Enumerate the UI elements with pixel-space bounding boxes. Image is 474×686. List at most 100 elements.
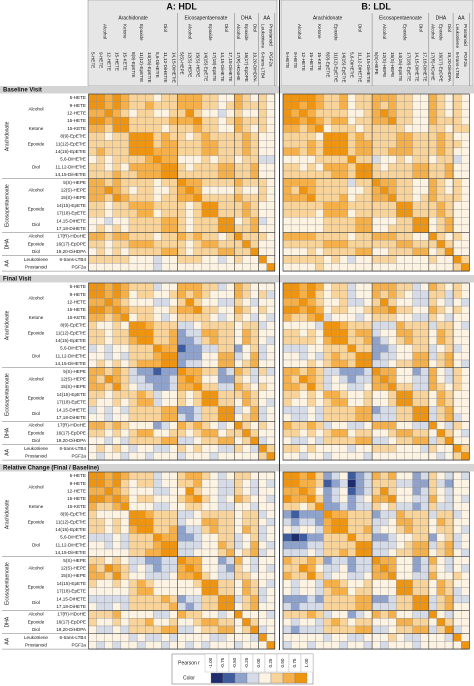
heatmap-cell (209, 282, 219, 291)
heatmap-cell (266, 109, 275, 118)
heatmap-cell (339, 625, 348, 634)
heatmap-cell (420, 201, 429, 210)
heatmap-cell (104, 178, 113, 187)
heatmap-cell (234, 625, 243, 634)
heatmap-cell (201, 479, 211, 488)
heatmap-cell (420, 541, 429, 550)
heatmap-cell (226, 209, 235, 218)
heatmap-cell (242, 564, 251, 573)
heatmap-cell (355, 344, 365, 353)
heatmap-cell (258, 398, 267, 407)
heatmap-cell (169, 641, 178, 650)
heatmap-cell (412, 186, 421, 195)
heatmap-cell (226, 564, 235, 573)
heatmap-cell (339, 344, 348, 353)
heatmap-cell (355, 502, 365, 511)
heatmap-cell (290, 375, 300, 384)
heatmap-cell (412, 525, 421, 534)
row-label: 16(17)-EpDPE (56, 619, 86, 624)
heatmap-cell (96, 382, 105, 391)
heatmap-cell (388, 618, 397, 627)
heatmap-cell (201, 471, 211, 480)
heatmap-cell (112, 232, 122, 241)
heatmap-cell (323, 217, 332, 226)
heatmap-cell (88, 625, 97, 634)
heatmap-cell (153, 375, 162, 384)
heatmap-cell (112, 579, 122, 588)
legend-title: Pearson r (178, 660, 200, 666)
heatmap-cell (461, 336, 470, 345)
heatmap-cell (355, 140, 365, 149)
heatmap-cell (331, 641, 340, 650)
heatmap-cell (88, 587, 97, 596)
heatmap-cell (436, 579, 446, 588)
heatmap-cell (201, 224, 211, 233)
heatmap-cell (242, 124, 251, 133)
heatmap-cell (136, 633, 146, 642)
heatmap-cell (96, 336, 105, 345)
heatmap-cell (153, 93, 162, 102)
heatmap-cell (339, 494, 348, 503)
legend-swatch (222, 672, 236, 684)
heatmap-cell (250, 329, 259, 338)
heatmap-cell (282, 282, 292, 291)
heatmap-cell (145, 124, 154, 133)
heatmap-cell (299, 193, 308, 202)
heatmap-cell (217, 352, 227, 361)
heatmap-cell (161, 406, 170, 415)
row-subgroup-label: Leukotriene (24, 446, 48, 451)
heatmap-cell (145, 290, 154, 299)
heatmap-cell (185, 201, 194, 210)
row-label: 12(S)-HEPE (61, 565, 86, 570)
heatmap-cell (250, 518, 259, 527)
heatmap-cell (371, 556, 381, 565)
heatmap-cell (420, 390, 429, 399)
heatmap-cell (388, 232, 397, 241)
heatmap-cell (452, 329, 462, 338)
heatmap-cell (145, 421, 154, 430)
heatmap-cell (339, 564, 348, 573)
heatmap-cell (104, 186, 113, 195)
heatmap-cell (266, 116, 275, 125)
heatmap-cell (452, 398, 462, 407)
heatmap-cell (396, 494, 405, 503)
row-subgroup-label: Alcohol (28, 296, 43, 301)
row-subgroup-label: Alcohol (28, 423, 43, 428)
heatmap-cell (412, 548, 421, 557)
heatmap-cell (315, 209, 324, 218)
heatmap-cell (169, 548, 178, 557)
heatmap-cell (428, 209, 438, 218)
heatmap-cell (242, 132, 251, 141)
heatmap-cell (299, 571, 308, 580)
heatmap-cell (420, 556, 429, 565)
heatmap-cell (436, 336, 446, 345)
heatmap-cell (444, 329, 454, 338)
heatmap-cell (177, 471, 186, 480)
heatmap-cell (339, 541, 348, 550)
heatmap-cell (161, 232, 170, 241)
heatmap-cell (226, 155, 235, 164)
heatmap-cell (404, 186, 413, 195)
column-subgroup-label: Alcohol (297, 24, 302, 39)
heatmap-cell (363, 170, 373, 179)
heatmap-cell (153, 610, 162, 619)
heatmap-cell (234, 247, 243, 256)
heatmap-cell (120, 548, 130, 557)
heatmap-cell (153, 390, 162, 399)
heatmap-cell (323, 533, 332, 542)
heatmap-cell (96, 579, 105, 588)
heatmap-cell (193, 556, 203, 565)
heatmap-cell (217, 633, 227, 642)
heatmap-cell (339, 263, 348, 272)
heatmap-cell (112, 132, 122, 141)
heatmap-cell (331, 510, 340, 519)
heatmap-cell (404, 313, 413, 322)
heatmap-cell (339, 436, 348, 445)
heatmap-cell (209, 487, 219, 496)
heatmap-cell (396, 533, 405, 542)
heatmap-cell (185, 359, 194, 368)
heatmap-cell (266, 155, 275, 164)
heatmap-cell (250, 510, 259, 519)
heatmap-cell (388, 359, 397, 368)
heatmap-cell (282, 201, 292, 210)
